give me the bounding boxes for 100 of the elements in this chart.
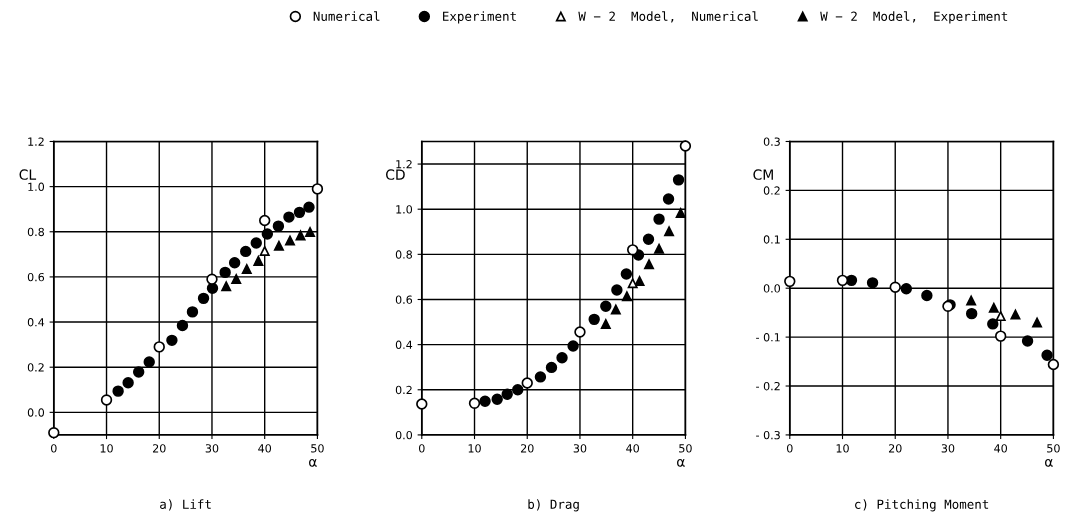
y-tick-label: 0.6 [27, 272, 45, 282]
point [642, 233, 655, 245]
point [654, 243, 665, 254]
x-tick-label: 30 [573, 444, 587, 453]
point [261, 228, 274, 240]
y-tick-label: 1.2 [28, 137, 44, 146]
point [143, 356, 155, 368]
y-tick-label: 0.0 [27, 408, 45, 417]
point [679, 140, 692, 152]
point [272, 220, 285, 232]
point [784, 275, 796, 288]
point [206, 273, 218, 285]
point [900, 282, 913, 295]
y-tick-label: 1.2 [396, 160, 412, 169]
point [295, 230, 306, 241]
x-tick-label: 0 [786, 444, 793, 453]
y-tick-label: 0.4 [395, 340, 413, 350]
point [966, 295, 977, 306]
y-tick-label: 0.8 [27, 227, 45, 237]
point [512, 384, 524, 396]
x-tick-label: 40 [258, 444, 272, 453]
point [567, 340, 579, 352]
point [285, 235, 296, 246]
point [166, 334, 178, 347]
x-tick-label: 0 [418, 444, 425, 453]
point [491, 393, 503, 405]
point [556, 352, 568, 364]
point [988, 302, 999, 313]
x-tick-label: 10 [836, 444, 849, 453]
legend-label: W − 2 Model, Numerical [578, 11, 758, 23]
point [965, 307, 978, 320]
x-tick-label: 30 [941, 444, 955, 453]
point [303, 201, 315, 213]
y-axis-title: CD [386, 169, 405, 180]
point [627, 278, 638, 289]
point [479, 395, 491, 407]
point [259, 245, 270, 256]
point [621, 291, 632, 302]
x-tick-label: 10 [468, 444, 481, 453]
point [995, 311, 1006, 322]
x-axis-title: α [677, 458, 685, 467]
point [197, 292, 210, 305]
point [521, 377, 533, 389]
point [48, 426, 60, 439]
y-tick-label: 0.0 [395, 430, 413, 440]
x-tick-label: 0 [51, 444, 57, 453]
point [112, 385, 124, 397]
x-axis-title: α [1045, 458, 1053, 467]
y-axis-title: CM [753, 169, 773, 180]
point [206, 282, 219, 294]
x-tick-label: 50 [679, 444, 692, 453]
y-axis-title: CL [19, 169, 37, 180]
y-tick-label: 0.2 [763, 186, 780, 195]
point [675, 208, 686, 219]
point [153, 341, 165, 353]
point [545, 361, 558, 374]
y-tick-label: - 0.2 [756, 381, 780, 391]
y-tick-label: 0.6 [395, 295, 413, 304]
legend-label: Experiment [443, 11, 516, 24]
text: a) Lift [160, 499, 211, 511]
point [994, 330, 1007, 342]
point [1032, 317, 1043, 328]
point [501, 388, 513, 400]
point [889, 281, 901, 293]
point [1010, 309, 1021, 320]
y-tick-label: 0.8 [395, 250, 412, 259]
point [574, 326, 586, 338]
point [305, 226, 316, 237]
point [273, 240, 284, 251]
point [1041, 349, 1053, 361]
point [662, 193, 675, 205]
x-tick-label: 30 [205, 444, 219, 453]
point [626, 244, 639, 256]
point [611, 284, 623, 296]
point [600, 300, 612, 312]
point [588, 313, 600, 326]
y-tick-label: 0.1 [763, 235, 780, 244]
point [468, 397, 481, 410]
point [293, 206, 306, 219]
point [132, 366, 145, 378]
point [921, 289, 933, 302]
x-tick-label: 20 [520, 444, 534, 453]
point [231, 273, 242, 284]
y-tick-label: 0.3 [763, 137, 780, 146]
x-tick-label: 50 [1047, 444, 1060, 453]
point [610, 304, 621, 315]
legend-label: Numerical [313, 11, 380, 21]
y-tick-label: 0.2 [395, 385, 412, 395]
point [221, 281, 232, 292]
point [1021, 335, 1034, 347]
point [240, 245, 252, 258]
point [283, 211, 295, 223]
point [186, 306, 199, 318]
point [672, 174, 685, 186]
x-tick-label: 10 [100, 444, 113, 453]
point [634, 275, 645, 286]
text: b) Drag [528, 499, 579, 512]
x-tick-label: 40 [626, 444, 640, 453]
x-tick-label: 20 [888, 444, 902, 453]
y-tick-label: - 0.3 [756, 430, 780, 440]
